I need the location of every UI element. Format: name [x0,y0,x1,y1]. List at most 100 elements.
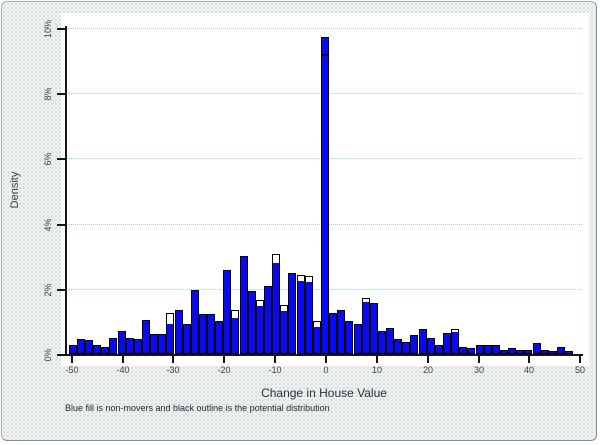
y-tick [57,224,65,226]
x-tick [427,356,429,363]
histogram-bar [109,338,118,354]
histogram-bar [223,270,232,354]
bar-fill [224,271,231,353]
histogram-bar [166,313,175,354]
histogram-bar [345,321,354,354]
histogram-bar [337,310,346,354]
bar-fill [427,339,434,353]
bar-fill [452,332,459,353]
histogram-bar [174,310,183,354]
histogram-bar [540,350,549,354]
bar-fill [86,341,93,353]
histogram-bar [410,335,419,354]
bar-fill [378,332,385,353]
histogram-bar [402,342,411,354]
bar-fill [281,311,288,353]
x-axis-line [65,354,583,356]
y-tick [57,93,65,95]
histogram-bar [508,348,517,354]
bar-fill [492,346,499,353]
y-tick [57,158,65,160]
bar-fill [118,332,125,353]
histogram-bar [491,345,500,354]
x-tick-label: 30 [473,365,485,375]
histogram-bar [239,256,248,354]
bar-fill [151,335,158,353]
histogram-bar [320,37,329,354]
histogram-bar [304,276,313,354]
histogram-bar [329,313,338,354]
bar-fill [387,329,394,353]
bar-fill [183,325,190,353]
x-tick-label: 10 [371,365,383,375]
histogram-bar [125,338,134,354]
bar-fill [232,318,239,353]
x-tick-label: -50 [65,365,79,375]
bars-layer [2,2,596,440]
y-tick [57,28,65,30]
histogram-bar [565,351,574,354]
x-tick [172,356,174,363]
bar-fill [159,335,166,353]
axes-layer: 0% 2% 4% 6% 8% 10% -50 -40 -30 -20 -10 0 10 20 30 40 50 [2,2,596,440]
bar-fill [370,304,377,353]
histogram-bar [182,324,191,354]
bar-fill [338,311,345,353]
bar-fill [167,324,174,353]
histogram-bar [255,300,264,354]
histogram-bar [150,334,159,354]
bar-fill [256,306,263,353]
histogram-bar [76,339,85,354]
bar-fill [208,315,215,353]
y-tick-label: 10% [43,19,53,39]
histogram-bar [556,347,565,354]
bar-fill [102,348,109,353]
y-axis-title: Density [9,171,21,209]
x-tick-label: -10 [268,365,282,375]
bar-fill [362,302,369,353]
histogram-bar [198,314,207,354]
bar-fill [265,287,272,353]
bar-fill [403,343,410,353]
histogram-bar [312,321,321,354]
outline-marker [321,54,328,56]
histogram-bar [101,347,110,354]
bar-fill [517,351,524,353]
histogram-bar [190,290,199,354]
bar-fill [541,351,548,353]
histogram-bar [483,345,492,354]
bar-fill [500,351,507,353]
histogram-bar [459,347,468,354]
x-tick [274,356,276,363]
histogram-bar [369,303,378,354]
x-tick [71,356,73,363]
histogram-bar [443,333,452,354]
x-tick-label: 0 [323,365,329,375]
histogram-bar [288,273,297,354]
x-tick [325,356,327,363]
histogram-bar [280,305,289,354]
bar-fill [411,336,418,353]
bar-fill [549,352,556,353]
histogram-bar [93,345,102,354]
bar-fill [94,346,101,353]
histogram-bar [394,339,403,354]
y-axis-line [65,26,67,356]
x-tick [478,356,480,363]
x-tick [528,356,530,363]
histogram-bar [264,286,273,354]
x-tick-label: 50 [574,365,586,375]
x-tick-label: 20 [422,365,434,375]
x-tick [579,356,581,363]
histogram-bar [141,320,150,354]
y-tick-label: 0% [43,348,53,362]
histogram-bar [296,275,305,354]
histogram-bar [386,328,395,354]
histogram-bar [499,350,508,354]
bar-fill [557,348,564,353]
bar-fill [509,349,516,353]
histogram-bar [426,338,435,354]
bar-fill [330,314,337,353]
bar-fill [77,340,84,353]
